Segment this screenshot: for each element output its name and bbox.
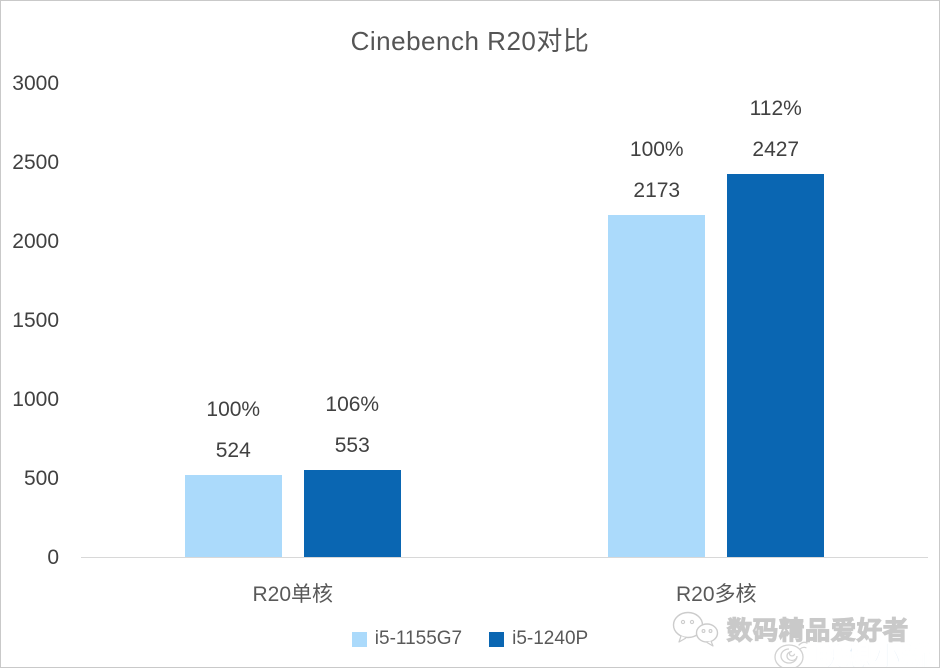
wechat-icon (672, 611, 719, 647)
percent-label: 100% (206, 397, 261, 421)
y-tick-label: 3000 (12, 72, 59, 95)
y-tick-label: 2000 (12, 229, 59, 253)
category-label: R20单核 (252, 583, 334, 606)
bar-i5-1240P-R20多核 (727, 174, 825, 558)
y-tick-label: 1500 (12, 308, 59, 332)
y-tick-label: 2500 (12, 150, 59, 174)
watermark-wechat: 数码精品爱好者 (669, 609, 909, 649)
value-label: 553 (334, 434, 370, 458)
y-tick-label: 500 (23, 466, 59, 490)
legend-item-i5-1240P: i5-1240P (489, 628, 588, 650)
value-label: 2173 (633, 178, 681, 202)
legend-item-i5-1155G7: i5-1155G7 (351, 628, 463, 650)
y-tick-label: 1000 (12, 387, 59, 411)
y-tick-label: 0 (47, 545, 59, 569)
percent-label: 106% (325, 393, 380, 417)
bar-i5-1155G7-R20多核 (608, 214, 706, 558)
legend-label: i5-1240P (512, 628, 589, 649)
value-label: 2427 (752, 138, 800, 162)
bar-i5-1240P-R20单核 (303, 470, 401, 558)
x-axis-line (81, 557, 928, 558)
watermark-line2: 联想小新 (814, 641, 931, 668)
legend-swatch-dark-icon (489, 631, 505, 647)
category-label: R20多核 (675, 583, 757, 606)
percent-label: 112% (749, 97, 802, 121)
weibo-icon (774, 641, 808, 667)
watermark-weibo: 联想小新 (769, 635, 931, 668)
percent-label: 100% (629, 137, 684, 161)
legend-label: i5-1155G7 (374, 628, 463, 649)
legend: i5-1155G7 i5-1240P (1, 628, 939, 650)
legend-swatch-light-icon (351, 631, 367, 647)
bar-i5-1155G7-R20单核 (184, 474, 282, 558)
value-label: 524 (215, 438, 251, 462)
chart-title: Cinebench R20对比 (350, 26, 590, 56)
watermark-line1: 数码精品爱好者 (726, 616, 909, 645)
